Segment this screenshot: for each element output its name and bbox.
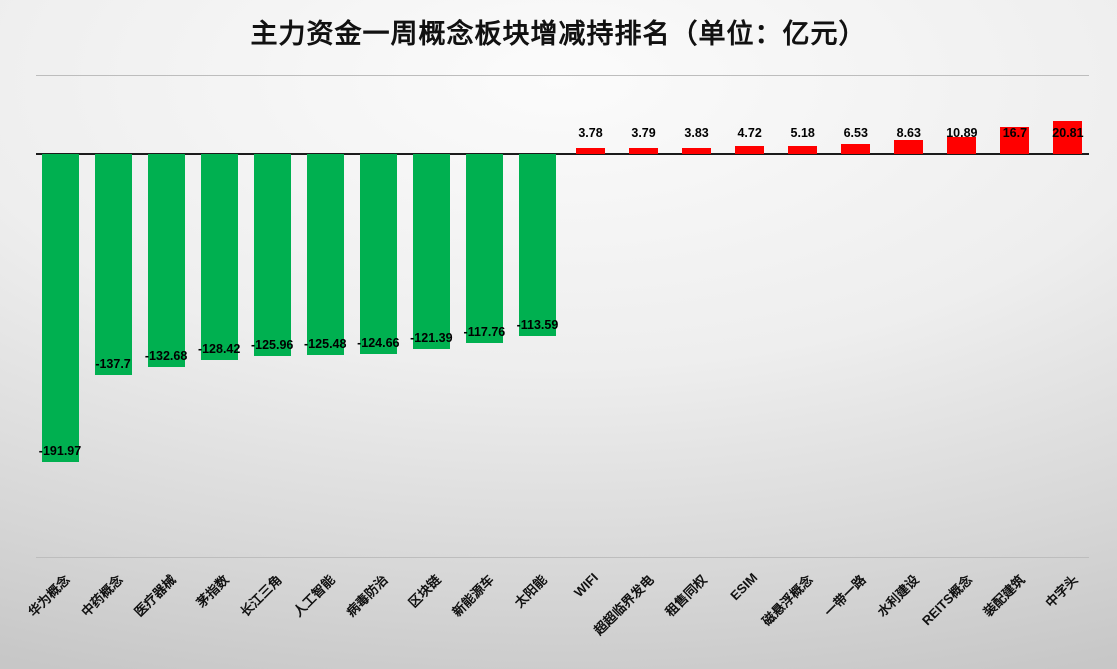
bar-value-label: -128.42 <box>197 341 241 356</box>
x-axis-label: 茅指数 <box>193 572 232 611</box>
x-axis-label: 医疗器械 <box>131 572 179 620</box>
x-axis-label: 太阳能 <box>511 572 551 611</box>
bar <box>465 154 503 343</box>
bar-value-label: -132.68 <box>144 348 188 363</box>
x-axis-label: 中字头 <box>1042 572 1081 611</box>
bar-value-label: 20.81 <box>1052 126 1084 140</box>
bar-value-label: -191.97 <box>38 443 82 458</box>
bar <box>894 140 924 154</box>
x-axis-label: REITS概念 <box>918 572 975 629</box>
bar-value-label: 8.63 <box>896 126 921 140</box>
bar <box>1000 127 1030 154</box>
bar <box>41 154 79 462</box>
bar-value-label: -117.76 <box>463 324 506 339</box>
bar-value-label: 6.53 <box>843 126 868 140</box>
bar <box>306 154 344 356</box>
bar <box>94 154 132 375</box>
x-axis-label: 病毒防治 <box>343 572 392 620</box>
bar-value-label: -121.39 <box>410 330 453 345</box>
bar-value-label: -137.7 <box>95 356 131 371</box>
x-axis-label: 区块链 <box>405 572 445 611</box>
bar <box>629 147 659 154</box>
bar <box>359 154 397 354</box>
bar-value-label: -125.48 <box>304 337 347 352</box>
bar-value-label: 3.78 <box>578 126 603 140</box>
bar-value-label: 16.7 <box>1002 126 1028 140</box>
x-axis-label: WIFI <box>571 570 602 601</box>
x-axis-label: 一带一路 <box>821 572 869 620</box>
x-axis-label: 中药概念 <box>78 572 126 620</box>
bar <box>200 154 238 360</box>
zero-axis-line <box>36 153 1089 155</box>
bar <box>841 143 871 154</box>
x-axis-label: 人工智能 <box>290 572 338 620</box>
bar <box>788 145 818 154</box>
bar-value-label: 10.89 <box>946 126 978 140</box>
bar-value-label: 3.83 <box>684 126 709 140</box>
bar <box>253 154 291 357</box>
x-axis-label: ESIM <box>727 570 761 604</box>
bar <box>576 147 605 154</box>
bar <box>147 154 185 367</box>
x-axis-label: 长江三角 <box>237 572 285 620</box>
bar-value-label: 5.18 <box>790 126 815 140</box>
plot-top-border <box>36 75 1089 76</box>
bar <box>682 147 712 154</box>
bar <box>735 146 765 154</box>
bar <box>947 136 977 154</box>
x-axis-label: 水利建设 <box>874 572 922 620</box>
x-axis-label: 装配建筑 <box>980 572 1028 620</box>
bar-value-label: -125.96 <box>250 338 294 353</box>
bar-value-label: 4.72 <box>737 126 762 140</box>
bar-value-label: -113.59 <box>516 318 559 333</box>
plot-bottom-border <box>36 557 1089 558</box>
x-axis-label: 新能源车 <box>449 572 498 620</box>
bar-value-label: -124.66 <box>357 335 400 350</box>
bar-value-label: 3.79 <box>631 126 656 140</box>
x-axis-label: 华为概念 <box>25 572 73 620</box>
bar <box>1053 120 1083 154</box>
bar <box>412 154 450 349</box>
x-axis-label: 租售同权 <box>661 572 710 620</box>
chart-title: 主力资金一周概念板块增减持排名（单位：亿元） <box>250 19 867 49</box>
bar <box>518 154 556 337</box>
x-axis-label: 磁悬浮概念 <box>758 572 816 629</box>
